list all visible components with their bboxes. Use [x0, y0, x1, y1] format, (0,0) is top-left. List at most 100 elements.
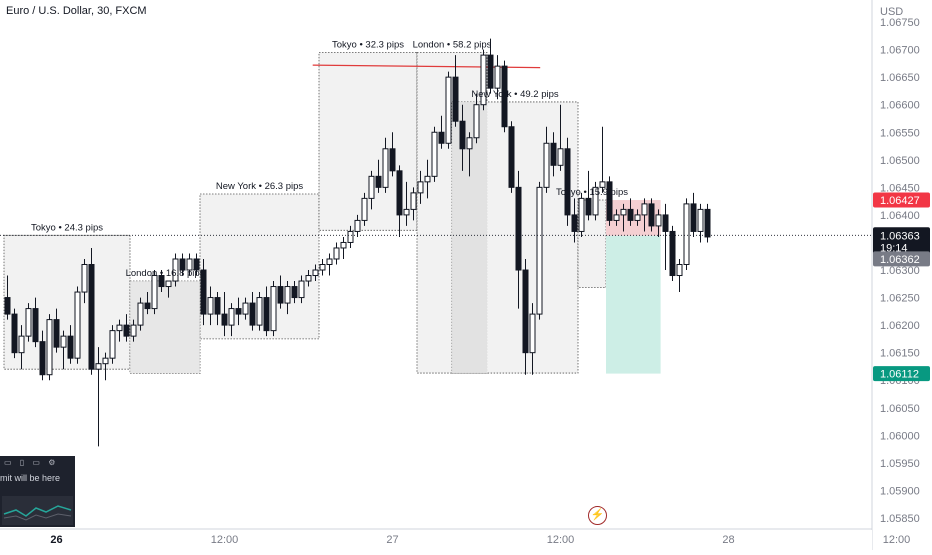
candle-up — [641, 203, 648, 216]
candle-up — [403, 208, 410, 216]
candle-down — [144, 302, 151, 310]
session-label: Tokyo • 15.9 pips — [556, 187, 628, 198]
candle-up — [46, 319, 53, 376]
candle-up — [599, 181, 606, 188]
candle-up — [207, 297, 214, 315]
price-tick-label: 1.05850 — [880, 513, 920, 525]
candle-up — [536, 186, 543, 315]
candle-down — [4, 297, 11, 315]
price-tick-label: 1.06550 — [880, 127, 920, 139]
candle-up — [18, 335, 25, 354]
candle-up — [683, 203, 690, 266]
candle-up — [347, 230, 354, 243]
candle-up — [74, 291, 81, 359]
session-box — [3, 234, 131, 370]
candle-up — [361, 197, 368, 221]
price-tick-label: 1.06600 — [880, 100, 920, 112]
session-label: New York • 26.3 pips — [216, 181, 304, 192]
candle-up — [634, 214, 641, 221]
candle-down — [39, 341, 46, 376]
candle-up — [473, 104, 480, 139]
candle-up — [116, 324, 123, 332]
candle-up — [130, 324, 137, 337]
candle-down — [501, 65, 508, 128]
side-panel[interactable]: ▭ ▯ ▭ ⚙ mit will be here — [0, 456, 75, 527]
symbol-title: Euro / U.S. Dollar, 30, FXCM — [6, 5, 147, 17]
candle-up — [354, 219, 361, 232]
candle-up — [543, 142, 550, 188]
currency-label: USD — [880, 6, 903, 18]
price-tick-label: 1.06250 — [880, 293, 920, 305]
candle-up — [326, 258, 333, 266]
candle-up — [382, 148, 389, 188]
candle-up — [137, 302, 144, 326]
candle-down — [522, 269, 529, 354]
candle-up — [186, 258, 193, 271]
candle-up — [172, 258, 179, 282]
lightning-icon[interactable]: ⚡ — [588, 506, 607, 525]
candle-down — [263, 297, 270, 332]
candles — [4, 38, 711, 447]
session-overlap — [130, 281, 200, 374]
price-tick-label: 1.06700 — [880, 45, 920, 57]
candle-down — [193, 258, 200, 271]
candle-up — [557, 148, 564, 166]
candle-up — [270, 286, 277, 332]
candle-down — [88, 264, 95, 370]
candle-up — [417, 181, 424, 194]
time-tick-label: 12:00 — [211, 534, 239, 546]
candle-down — [200, 269, 207, 315]
stop-price-tag: 1.06427 — [880, 195, 920, 207]
panel-toolbar-icons[interactable]: ▭ ▯ ▭ ⚙ — [4, 458, 59, 467]
panel-thumbnail — [2, 496, 73, 525]
candle-up — [242, 302, 249, 315]
candle-up — [319, 264, 326, 271]
price-tick-label: 1.06000 — [880, 430, 920, 442]
price-tick-label: 1.06450 — [880, 182, 920, 194]
price-tick-label: 1.06150 — [880, 348, 920, 360]
candle-down — [235, 308, 242, 315]
candle-up — [410, 192, 417, 210]
candle-down — [459, 120, 466, 150]
candle-down — [277, 286, 284, 304]
time-axis-bg — [0, 530, 872, 550]
last-price-tag: 1.06363 — [880, 230, 920, 242]
session-label: Tokyo • 32.3 pips — [332, 39, 404, 50]
candle-up — [340, 241, 347, 249]
time-tick-label: 12:00 — [883, 534, 911, 546]
candle-up — [529, 313, 536, 354]
candle-up — [480, 54, 487, 106]
price-tick-label: 1.05900 — [880, 485, 920, 497]
candle-down — [396, 170, 403, 216]
candle-down — [585, 197, 592, 216]
candle-down — [487, 54, 494, 89]
candle-up — [165, 280, 172, 288]
candle-up — [284, 286, 291, 304]
price-tick-label: 1.06400 — [880, 210, 920, 222]
candle-down — [704, 208, 711, 238]
candle-down — [291, 286, 298, 299]
time-tick-label: 28 — [722, 534, 734, 546]
candle-up — [305, 275, 312, 282]
candle-down — [627, 208, 634, 221]
candle-down — [515, 186, 522, 271]
candle-down — [214, 297, 221, 315]
candle-down — [690, 203, 697, 232]
candle-down — [249, 302, 256, 326]
candle-down — [158, 275, 165, 288]
candle-down — [550, 142, 557, 166]
candle-up — [109, 330, 116, 359]
price-tick-label: 1.06500 — [880, 155, 920, 167]
candle-up — [613, 214, 620, 221]
target-price-tag: 1.06112 — [880, 369, 919, 381]
candle-down — [11, 313, 18, 354]
candle-up — [494, 65, 501, 89]
candle-up — [312, 269, 319, 277]
session-labels: Tokyo • 24.3 pips London • 16.8 pips New Y… — [31, 39, 628, 279]
session-label: London • 58.2 pips — [413, 39, 492, 50]
stop-price-tag-bg — [873, 192, 930, 208]
